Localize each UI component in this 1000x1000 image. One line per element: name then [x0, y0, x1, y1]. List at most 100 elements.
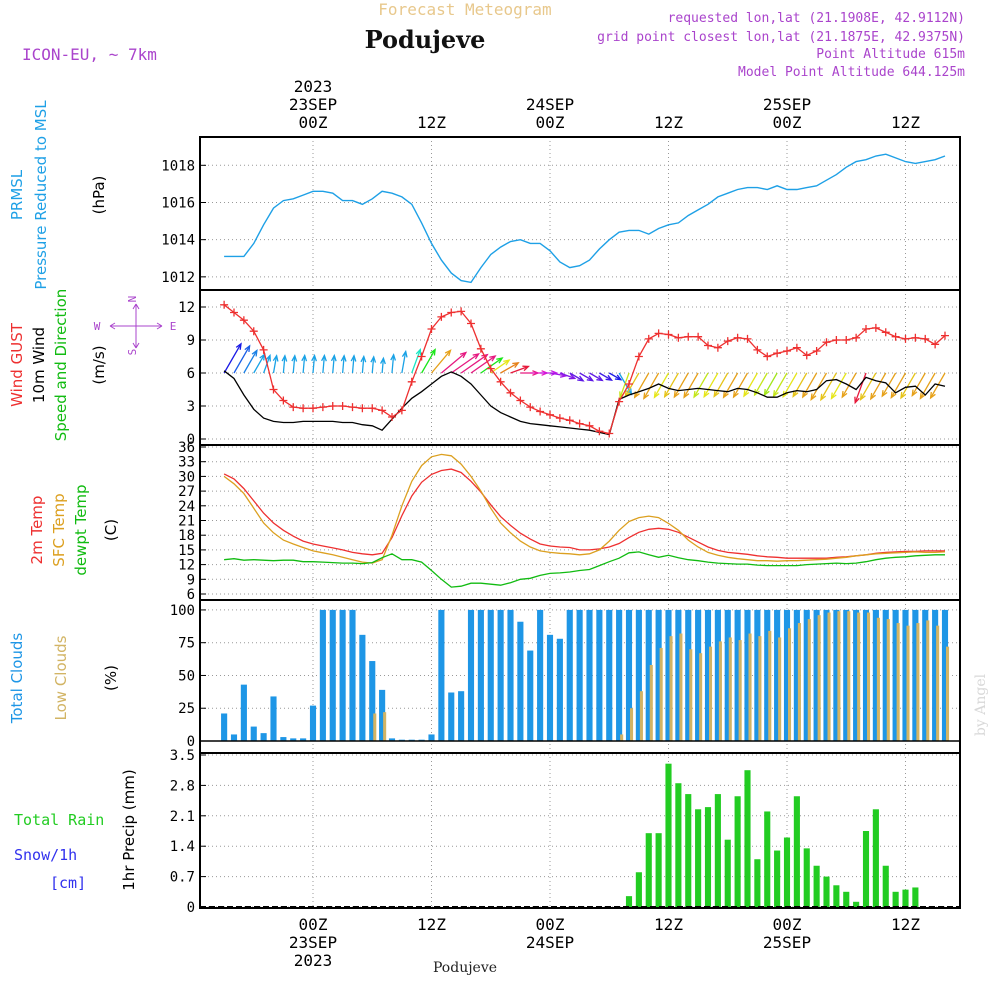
total-cloud-bar: [388, 738, 396, 741]
pressure-label: PRMSL: [8, 169, 26, 220]
top-hour-label: 00Z: [773, 113, 802, 132]
gust-marker: [546, 410, 554, 419]
total-cloud-bar: [576, 609, 583, 741]
low-cloud-bar: [946, 646, 950, 741]
cloud-unit: (%): [102, 665, 120, 691]
precip-bar: [813, 865, 820, 907]
wind-arrowhead: [743, 390, 750, 398]
product-title: Forecast Meteogram: [378, 0, 551, 19]
precip-bar: [872, 809, 879, 907]
total-cloud-bar: [379, 689, 386, 741]
wind-arrow: [830, 372, 847, 399]
total-cloud-bar: [556, 638, 563, 741]
total-cloud-bar: [714, 609, 721, 741]
total-cloud-bar: [250, 726, 257, 741]
total-cloud-bar: [487, 609, 494, 741]
bottom-date-label: 23SEP: [289, 933, 337, 952]
total-cloud-bar: [546, 634, 554, 741]
y-tick-label: 36: [178, 440, 195, 456]
bottom-year-label: 2023: [294, 951, 333, 970]
total-cloud-bar: [862, 609, 870, 741]
total-cloud-bar: [606, 609, 613, 741]
wind-arrowhead: [722, 391, 729, 399]
wind-arrowhead: [550, 370, 559, 376]
low-cloud-bar: [709, 646, 713, 741]
top-hour-label: 12Z: [654, 113, 683, 132]
gust-marker: [832, 336, 841, 344]
y-tick-label: 9: [187, 333, 195, 349]
pressure-label: Pressure Reduced to MSL: [32, 100, 50, 290]
wind-arrow: [233, 345, 251, 374]
y-tick-label: 30: [178, 469, 195, 485]
wind-arrow: [792, 372, 808, 397]
gust-marker: [407, 377, 416, 386]
precip-bar: [862, 831, 870, 907]
wind-arrowhead: [235, 342, 242, 350]
gust-marker: [871, 323, 880, 332]
gust-marker: [901, 334, 910, 343]
bottom-hour-label: 00Z: [773, 915, 802, 934]
total-cloud-bar: [655, 609, 662, 741]
wind-arrow: [440, 351, 467, 374]
wind-arrowhead: [890, 391, 897, 400]
y-tick-label: 1012: [161, 270, 195, 286]
top-hour-label: 00Z: [536, 113, 565, 132]
low-cloud-bar: [936, 625, 940, 741]
gust-marker: [881, 328, 890, 337]
gust-marker: [941, 331, 949, 340]
wind-arrow: [559, 372, 575, 380]
total-cloud-bar: [290, 738, 297, 741]
wind-arrowhead: [415, 348, 422, 356]
wind-arrowhead: [929, 391, 936, 400]
wind-arrow: [223, 343, 242, 374]
total-cloud-bar: [793, 609, 800, 741]
low-cloud-bar: [778, 637, 782, 741]
wind-arrowhead: [911, 389, 918, 397]
wind-arrow: [854, 372, 867, 403]
gust-marker: [694, 332, 703, 341]
wind-arrow: [763, 372, 778, 396]
gust-marker: [555, 414, 564, 423]
wind-arrow: [480, 357, 503, 374]
wind-arrow: [282, 355, 286, 374]
wind-arrowhead: [577, 375, 585, 382]
gust-marker: [575, 419, 584, 428]
top-year-label: 2023: [294, 77, 333, 96]
wind-speed-line: [223, 370, 946, 436]
low-cloud-bar: [649, 664, 653, 741]
total-cloud-bar: [625, 609, 633, 741]
wind-arrowhead: [512, 361, 520, 368]
total-cloud-bar: [586, 609, 593, 741]
precip-bar: [912, 887, 919, 907]
low-cloud-bar: [837, 611, 841, 741]
total-cloud-bar: [685, 609, 692, 741]
gust-marker: [773, 349, 782, 358]
wind-arrow: [411, 349, 421, 374]
compass-s: S: [126, 349, 139, 356]
wind-arrow: [820, 372, 837, 401]
gust-marker: [467, 319, 475, 328]
wind-arrow: [272, 355, 278, 374]
total-cloud-bar: [270, 696, 277, 741]
low-cloud-bar: [639, 691, 643, 741]
total-cloud-bar: [872, 609, 879, 741]
precip-bar: [754, 859, 761, 907]
total-cloud-bar: [843, 609, 850, 741]
point-altitude: Point Altitude 615m: [816, 47, 965, 62]
wind-arrow: [754, 372, 768, 396]
y-tick-label: 6: [187, 366, 195, 382]
total-cloud-bar: [813, 609, 820, 741]
total-cloud-bar: [477, 609, 484, 741]
compass: W E N S: [94, 296, 177, 356]
wind-arrowhead: [614, 374, 623, 381]
wind-arrowhead: [841, 391, 848, 399]
bottom-date-label: 24SEP: [526, 933, 574, 952]
low-cloud-bar: [906, 625, 910, 741]
wind-arrow: [549, 372, 567, 377]
low-cloud-bar: [827, 612, 831, 741]
total-cloud-bar: [853, 609, 860, 741]
total-cloud-bar: [754, 609, 761, 741]
total-cloud-bar: [724, 609, 731, 741]
gust-marker: [713, 343, 722, 352]
top-date-label: 25SEP: [763, 95, 811, 114]
